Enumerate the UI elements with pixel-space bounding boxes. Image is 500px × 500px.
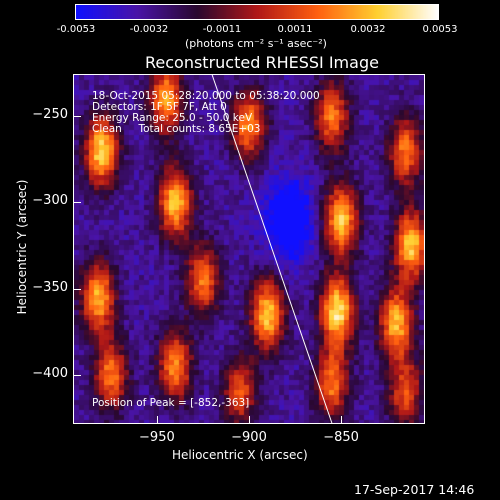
y-tick-mark: [73, 288, 81, 290]
x-tick-mark: [249, 416, 250, 424]
colorbar-gradient: [76, 5, 438, 19]
colorbar: [75, 4, 439, 20]
colorbar-tick-3: 0.0011: [277, 24, 313, 35]
colorbar-units-label: (photons cm⁻² s⁻¹ asec⁻²): [185, 37, 327, 50]
colorbar-tick-4: 0.0032: [350, 24, 386, 35]
chart-title: Reconstructed RHESSI Image: [145, 53, 379, 72]
clean-counts-text: Clean Total counts: 8.65E+03: [92, 123, 261, 135]
x-tick-label: −850: [323, 430, 359, 445]
detectors-text: Detectors: 1F 5F 7F, Att 0: [92, 101, 227, 113]
y-tick-mark: [73, 374, 81, 376]
colorbar-tick-1: -0.0032: [129, 24, 169, 35]
y-tick-mark: [73, 116, 81, 118]
y-tick-label: −400: [32, 365, 68, 381]
solar-limb-line: [211, 75, 333, 423]
x-tick-mark: [341, 416, 343, 424]
peak-position-text: Position of Peak = [-852,-363]: [92, 397, 250, 409]
limb-overlay: [211, 75, 333, 423]
y-tick-mark: [73, 202, 81, 204]
x-tick-label: −900: [231, 430, 267, 445]
plot-area: 18-Oct-2015 05:28:20.000 to 05:38:20.000…: [73, 74, 425, 424]
x-tick-label: −950: [139, 430, 175, 445]
colorbar-tick-5: 0.0053: [422, 24, 458, 35]
colorbar-tick-0: -0.0053: [56, 24, 96, 35]
y-tick-label: −250: [32, 107, 68, 123]
colorbar-tick-2: -0.0011: [202, 24, 242, 35]
y-tick-label: −300: [32, 193, 68, 209]
x-tick-mark: [156, 416, 158, 424]
heatmap-image: [74, 75, 424, 423]
time-range-text: 18-Oct-2015 05:28:20.000 to 05:38:20.000: [92, 90, 320, 102]
footer-timestamp: 17-Sep-2017 14:46: [354, 482, 475, 497]
y-axis-label: Heliocentric Y (arcsec): [15, 179, 29, 315]
energy-range-text: Energy Range: 25.0 - 50.0 keV: [92, 112, 253, 124]
y-tick-label: −350: [32, 279, 68, 295]
x-axis-label: Heliocentric X (arcsec): [172, 448, 308, 462]
